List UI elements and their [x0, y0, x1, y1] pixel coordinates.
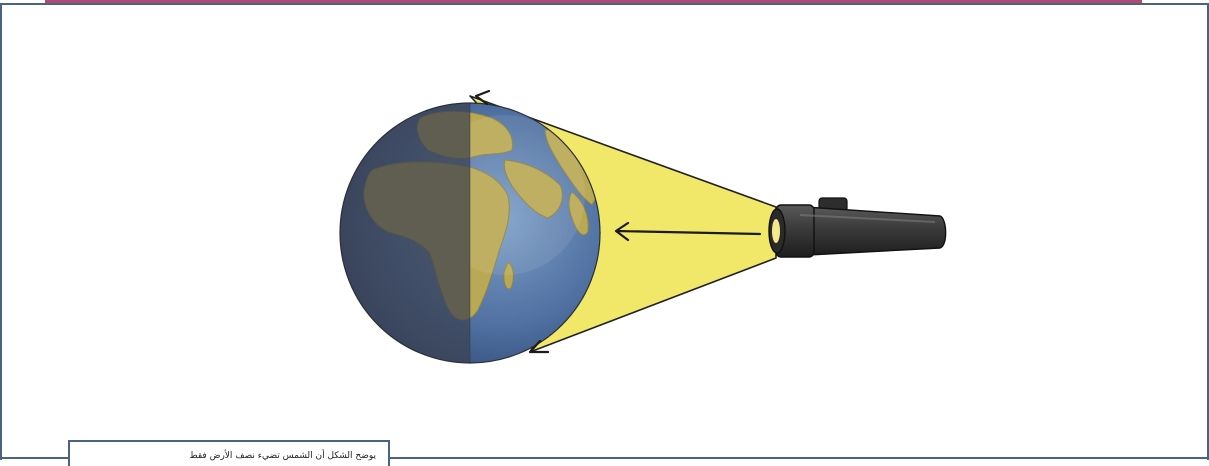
top-accent-bar [45, 0, 1142, 4]
caption-label: يوضح الشكل أن الشمس تضيء نصف الأرض فقط [68, 440, 390, 466]
flashlight-icon [768, 197, 947, 258]
diagram-frame [0, 3, 1209, 460]
earth-icon [339, 102, 601, 364]
arrow-left-icon [474, 89, 762, 354]
earth-dark-side [340, 103, 470, 363]
